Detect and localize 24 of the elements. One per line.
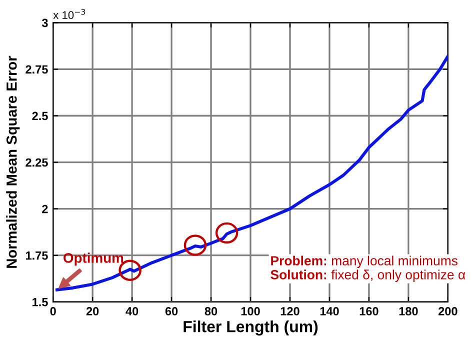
x-tick-label: 200	[438, 307, 458, 316]
y-tick-label: 2.25	[26, 158, 48, 167]
x-tick-label: 20	[86, 307, 99, 316]
x-tick-label: 60	[165, 307, 178, 316]
y-tick-label: 1.75	[26, 252, 48, 260]
x-tick-label: 160	[360, 307, 378, 316]
x-tick-label: 180	[399, 307, 418, 316]
x-tick-label: 140	[320, 307, 339, 316]
x-tick-label: 0	[50, 307, 56, 316]
y-tick-label: 1.5	[32, 298, 48, 306]
annotation: Problem: many local minimums	[271, 256, 458, 268]
x-tick-label: 100	[241, 307, 260, 316]
y-tick-label: 2	[42, 204, 48, 214]
y-axis-title: Normalized Mean Square Error	[6, 56, 20, 268]
annotation: Solution: fixed δ, only optimize α	[270, 270, 466, 282]
y-tick-label: 2.5	[32, 112, 48, 120]
text: x 10$^{−3}$	[53, 8, 86, 20]
y-tick-label: 3	[42, 18, 48, 28]
x-axis-title: Filter Length (um)	[184, 320, 318, 336]
x-tick-label: 120	[280, 307, 300, 316]
y-tick-label: 2.75	[26, 65, 48, 74]
annotation: Optimum	[64, 252, 124, 266]
x-tick-label: 40	[126, 307, 138, 316]
x-tick-label: 80	[204, 307, 218, 316]
